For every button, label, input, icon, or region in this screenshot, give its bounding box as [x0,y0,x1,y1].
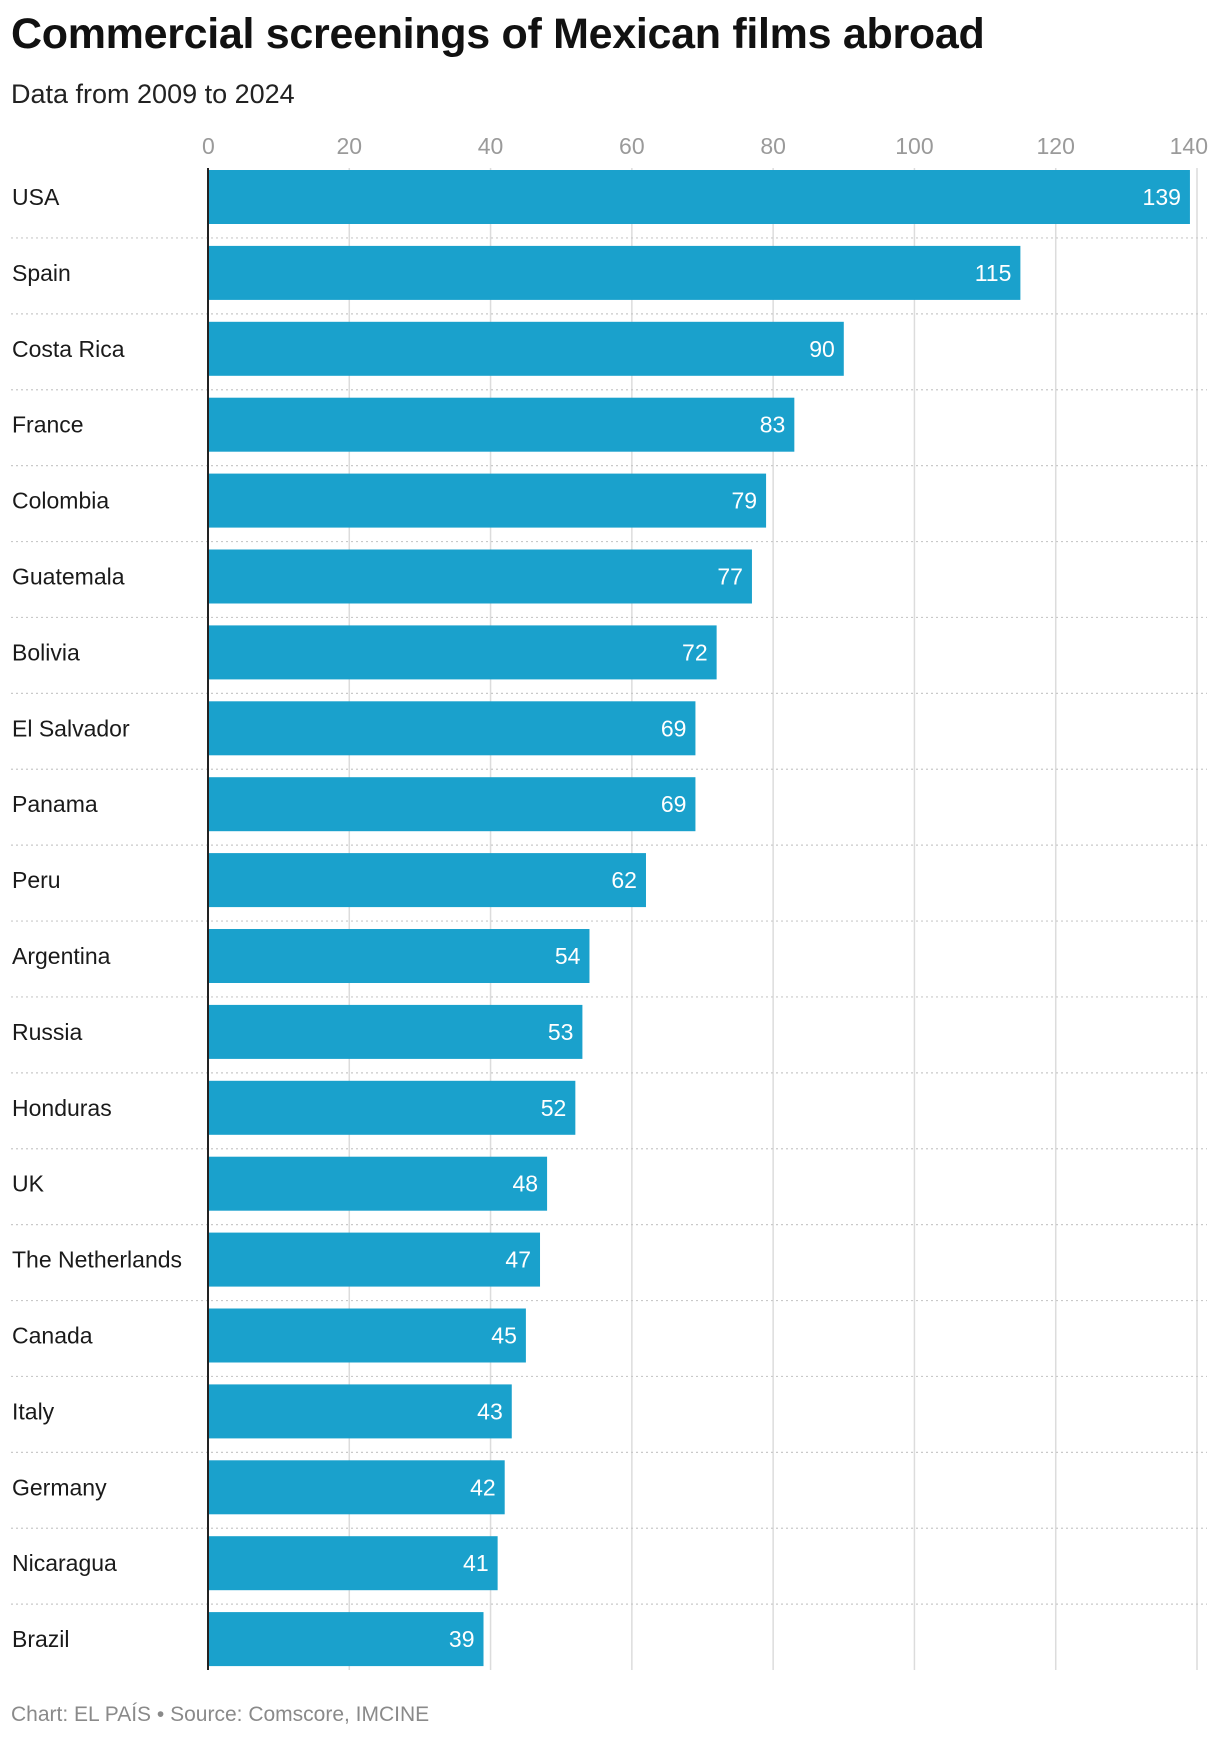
data-label: 83 [760,412,786,438]
category-label: The Netherlands [12,1247,182,1273]
data-label: 139 [1143,184,1181,210]
bar [208,473,767,528]
bar [208,549,752,604]
footer-separator: • [156,1703,165,1726]
bar [208,1080,576,1135]
bar [208,245,1021,300]
chart-footer: Chart: EL PAÍS • Source: Comscore, IMCIN… [11,1703,429,1727]
data-label: 41 [463,1550,489,1576]
data-label: 69 [661,791,687,817]
data-label: 79 [731,488,757,514]
bar [208,1612,484,1667]
data-label: 77 [717,564,743,590]
bar [208,1536,498,1591]
data-label: 72 [682,639,708,665]
footer-credit: Chart: EL PAÍS [11,1703,152,1726]
bar [208,853,646,908]
category-label: Costa Rica [12,336,125,362]
data-label: 42 [470,1474,496,1500]
bar [208,777,696,832]
bar [208,1156,548,1211]
data-label: 47 [505,1247,531,1273]
chart-title: Commercial screenings of Mexican films a… [11,10,985,58]
category-label: Guatemala [12,564,125,590]
data-label: 52 [541,1095,567,1121]
footer-source: Source: Comscore, IMCINE [170,1703,430,1726]
bar [208,397,795,452]
tick-label-80: 80 [760,133,786,159]
bar [208,701,696,756]
data-label: 115 [975,260,1012,286]
tick-label-0: 0 [202,133,215,159]
data-label: 43 [477,1398,503,1424]
category-label: Germany [12,1474,107,1500]
bar [208,625,717,680]
data-label: 62 [611,867,637,893]
bar [208,929,590,983]
bar [208,1004,583,1059]
category-label: Bolivia [12,639,80,665]
category-label: Italy [12,1398,55,1424]
bar [208,1460,505,1515]
category-label: Brazil [12,1626,70,1652]
category-label: El Salvador [12,715,130,741]
tick-label-120: 120 [1037,133,1075,159]
category-label: Nicaragua [12,1550,117,1576]
bar [208,1308,526,1363]
tick-label-100: 100 [895,133,933,159]
data-label: 39 [449,1626,475,1652]
category-label: Peru [12,867,61,893]
category-label: Honduras [12,1095,112,1121]
data-label: 53 [548,1019,574,1045]
tick-label-20: 20 [336,133,362,159]
data-label: 90 [809,336,835,362]
category-label: UK [12,1171,45,1197]
bar [208,1232,541,1287]
category-label: Russia [12,1019,83,1045]
chart-subtitle: Data from 2009 to 2024 [11,79,295,109]
data-label: 45 [491,1323,517,1349]
tick-label-140: 140 [1170,133,1208,159]
category-label: France [12,412,84,438]
bar [208,1384,512,1439]
category-label: Canada [12,1323,93,1349]
category-label: USA [12,184,60,210]
category-label: Panama [12,791,98,817]
tick-label-60: 60 [619,133,645,159]
bar [208,170,1190,224]
category-label: Argentina [12,943,111,969]
category-label: Spain [12,260,71,286]
data-label: 54 [555,943,581,969]
tick-label-40: 40 [478,133,504,159]
data-label: 69 [661,715,687,741]
bar [208,321,844,376]
category-label: Colombia [12,488,109,514]
data-label: 48 [512,1171,538,1197]
